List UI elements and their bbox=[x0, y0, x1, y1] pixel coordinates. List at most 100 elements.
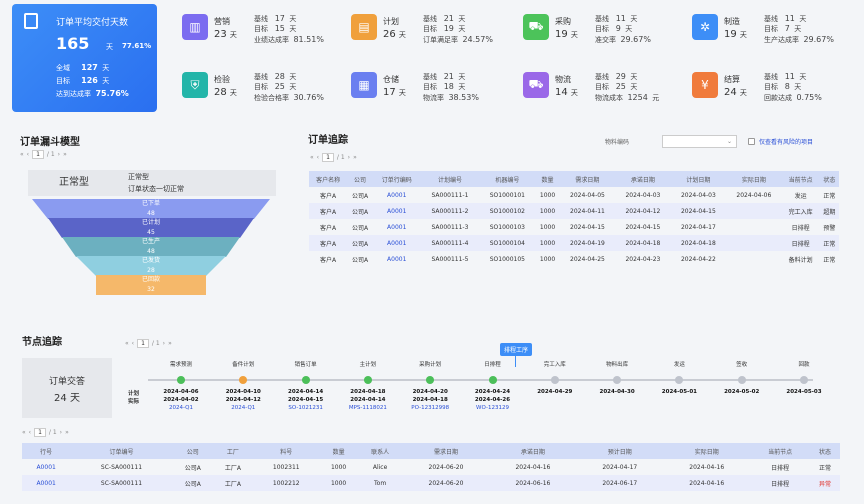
column-header[interactable]: 订单编号 bbox=[70, 443, 173, 459]
stat-card-2[interactable]: ⛟ 采购 19 天 基线 11 天目标 9 天准交率 29.67% bbox=[521, 12, 685, 58]
node-d1: 2024-04-30 bbox=[599, 389, 635, 395]
column-header[interactable]: 联系人 bbox=[357, 443, 403, 459]
node-dot-done[interactable] bbox=[488, 376, 497, 384]
column-header[interactable]: 当前节点 bbox=[750, 443, 810, 459]
funnel-layer[interactable]: 已下单 48 bbox=[32, 199, 270, 219]
column-header[interactable]: 实际日期 bbox=[663, 443, 751, 459]
table-cell: 工厂A bbox=[224, 464, 241, 472]
column-header[interactable]: 计划编号 bbox=[420, 171, 480, 187]
stat-line: 基线 28 天 bbox=[254, 72, 297, 81]
node-d2: 2024-04-02 bbox=[163, 397, 199, 403]
column-header[interactable]: 订单行编码 bbox=[372, 171, 421, 187]
column-header[interactable]: 公司 bbox=[347, 171, 373, 187]
node-dot-warn[interactable] bbox=[239, 376, 248, 384]
tracking-pager[interactable]: «‹ 1/ 1 ›» bbox=[310, 153, 357, 162]
stat-line: 回款达成 0.75% bbox=[764, 93, 822, 102]
table-cell: Tom bbox=[357, 475, 403, 491]
funnel-layer[interactable]: 已生产 48 bbox=[62, 237, 240, 257]
table-row[interactable]: 客户A 公司A A0001 SA000111-4 SO1000104 1000 2024-0… bbox=[309, 235, 839, 251]
table-cell: 1000 bbox=[539, 223, 556, 231]
column-header[interactable]: 工厂 bbox=[212, 443, 253, 459]
material-select[interactable]: ⌄ bbox=[662, 135, 737, 148]
stat-line: 目标 25 天 bbox=[595, 82, 638, 91]
column-header[interactable]: 公司 bbox=[172, 443, 213, 459]
column-header[interactable]: 行号 bbox=[22, 443, 71, 459]
table-row[interactable]: 客户A 公司A A0001 SA000111-3 SO1000103 1000 2024-0… bbox=[309, 219, 839, 235]
column-header[interactable]: 实际日期 bbox=[726, 171, 782, 187]
clipboard-icon: ▤ bbox=[351, 14, 377, 40]
table-cell: A0001 bbox=[372, 203, 421, 219]
stat-card-4[interactable]: ⛨ 检验 28 天 基线 28 天目标 25 天检验合格率 30.76% bbox=[180, 70, 344, 116]
column-header[interactable]: 机器编号 bbox=[479, 171, 536, 187]
column-header[interactable]: 承诺日期 bbox=[615, 171, 671, 187]
risk-checkbox[interactable] bbox=[748, 138, 755, 145]
node-d1: 2024-04-29 bbox=[537, 389, 573, 395]
table-row[interactable]: A0001 SC-SA000111 公司A 工厂A 1002212 1000 Tom 2024… bbox=[22, 475, 840, 491]
column-header[interactable]: 料号 bbox=[252, 443, 320, 459]
node-dot-todo[interactable] bbox=[737, 376, 746, 384]
stat-card-3[interactable]: ✲ 制造 19 天 基线 11 天目标 7 天生产达成率 29.67% bbox=[690, 12, 854, 58]
column-header[interactable]: 数量 bbox=[535, 171, 560, 187]
table-cell: SA000111-1 bbox=[431, 191, 469, 199]
tooltip-pointer bbox=[515, 355, 516, 367]
funnel-layer[interactable]: 已回款 32 bbox=[96, 275, 206, 295]
node-dot-done[interactable] bbox=[301, 376, 310, 384]
column-header[interactable]: 需求日期 bbox=[559, 171, 616, 187]
stat-line: 基线 11 天 bbox=[595, 14, 638, 23]
delivery-summary-card: 订单平均交付天数 165 天 77.61% 全域 127 天 目标 126 天 … bbox=[12, 4, 157, 112]
node-pager[interactable]: «‹ 1/ 1 ›» bbox=[125, 339, 172, 348]
table-cell: 2024-04-18 bbox=[615, 235, 671, 251]
column-header[interactable]: 数量 bbox=[319, 443, 358, 459]
table-row[interactable]: 客户A 公司A A0001 SA000111-1 SO1000101 1000 2024-0… bbox=[309, 187, 839, 203]
stat-card-7[interactable]: ¥ 结算 24 天 基线 11 天目标 8 天回款达成 0.75% bbox=[690, 70, 854, 116]
node-d1: 2024-05-01 bbox=[661, 389, 697, 395]
stat-line: 目标 9 天 bbox=[595, 24, 633, 33]
funnel-layer[interactable]: 已计划 45 bbox=[48, 218, 254, 238]
bottom-pager[interactable]: «‹ 1/ 1 ›» bbox=[22, 428, 69, 437]
node-ref[interactable]: SO-1021231 bbox=[288, 405, 323, 411]
node-dot-done[interactable] bbox=[426, 376, 435, 384]
column-header[interactable]: 当前节点 bbox=[781, 171, 820, 187]
column-header[interactable]: 承诺日期 bbox=[489, 443, 577, 459]
node-dot-todo[interactable] bbox=[675, 376, 684, 384]
table-cell: 2024-04-17 bbox=[602, 463, 638, 471]
column-header[interactable]: 计划日期 bbox=[670, 171, 727, 187]
table-row[interactable]: 客户A 公司A A0001 SA000111-2 SO1000102 1000 2024-0… bbox=[309, 203, 839, 219]
column-header[interactable]: 客户名称 bbox=[309, 171, 348, 187]
table-cell: 2024-04-05 bbox=[570, 191, 605, 199]
funnel-pager[interactable]: «‹ 1/ 1 ›» bbox=[20, 150, 67, 159]
node-dot-done[interactable] bbox=[363, 376, 372, 384]
stat-name: 物流 bbox=[555, 75, 571, 84]
column-header[interactable]: 状态 bbox=[810, 443, 840, 459]
stat-line: 目标 7 天 bbox=[764, 24, 802, 33]
table-cell: 2024-04-11 bbox=[559, 203, 616, 219]
node-dot-done[interactable] bbox=[177, 376, 185, 384]
table-cell: A0001 bbox=[387, 255, 407, 263]
table-cell: 公司A bbox=[351, 224, 369, 232]
column-header[interactable]: 需求日期 bbox=[402, 443, 490, 459]
table-row[interactable]: A0001 SC-SA000111 公司A 工厂A 1002311 1000 Alice 20… bbox=[22, 459, 840, 475]
stat-card-6[interactable]: ⛟ 物流 14 天 基线 29 天目标 25 天物流成本 1254 元 bbox=[521, 70, 685, 116]
node-dot-todo[interactable] bbox=[613, 376, 622, 384]
node-ref[interactable]: WO-123129 bbox=[476, 405, 509, 411]
funnel-layer[interactable]: 已发货 28 bbox=[76, 256, 226, 276]
node-dot-todo[interactable] bbox=[550, 376, 559, 384]
gear-icon: ✲ bbox=[692, 14, 718, 40]
stat-card-5[interactable]: ▦ 仓储 17 天 基线 21 天目标 18 天物流率 38.53% bbox=[349, 70, 513, 116]
stat-card-0[interactable]: ▥ 营销 23 天 基线 17 天目标 15 天业绩达成率 81.51% bbox=[180, 12, 344, 58]
stat-card-1[interactable]: ▤ 计划 26 天 基线 21 天目标 19 天订单满足率 24.57% bbox=[349, 12, 513, 58]
column-header[interactable]: 状态 bbox=[819, 171, 839, 187]
column-header[interactable]: 预计日期 bbox=[576, 443, 664, 459]
node-ref[interactable]: 2024-Q1 bbox=[168, 405, 193, 411]
node-ref[interactable]: MPS-1118021 bbox=[348, 405, 387, 411]
node-ref[interactable]: PO-12312998 bbox=[411, 405, 450, 411]
table-cell: 日排程 bbox=[791, 224, 810, 232]
funnel-layer-value: 48 bbox=[147, 248, 155, 255]
summary-row: 目标 126 天 bbox=[56, 76, 110, 85]
table-cell: 2024-06-17 bbox=[576, 475, 664, 491]
node-dot-todo[interactable] bbox=[800, 376, 808, 384]
node-ref[interactable]: 2024-Q1 bbox=[231, 405, 256, 411]
table-row[interactable]: 客户A 公司A A0001 SA000111-5 SO1000105 1000 2024-0… bbox=[309, 251, 839, 267]
risk-checkbox-label[interactable]: 仅查看有风险的项目 bbox=[759, 139, 814, 146]
node-d1: 2024-04-06 bbox=[163, 389, 199, 395]
